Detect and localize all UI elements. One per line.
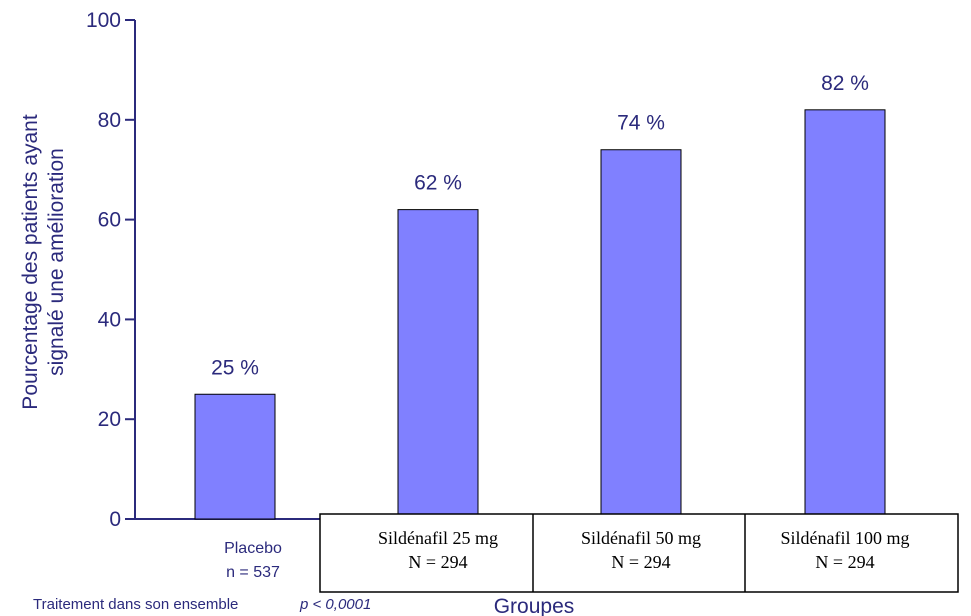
bar — [194, 393, 276, 520]
y-tick-label: 20 — [98, 408, 121, 431]
category-n-label: N = 294 — [815, 552, 874, 572]
category-table-border — [319, 513, 959, 593]
category-n-label: n = 537 — [226, 564, 280, 581]
category-label: Sildénafil 50 mg — [581, 528, 701, 548]
category-n-label: N = 294 — [408, 552, 467, 572]
y-tick-label: 100 — [86, 9, 121, 32]
y-tick-label: 80 — [98, 109, 121, 132]
category-label: Sildénafil 25 mg — [378, 528, 498, 548]
bars — [194, 109, 886, 520]
y-tick-label: 60 — [98, 209, 121, 232]
category-n-label: N = 294 — [611, 552, 670, 572]
footnote-text: Traitement dans son ensemble — [33, 596, 238, 613]
y-tick-label: 40 — [98, 308, 121, 331]
x-axis-title: Groupes — [494, 595, 575, 616]
value-labels: 25 % 62 % 74 % 82 % — [211, 72, 869, 379]
category-table — [319, 513, 959, 593]
footnote-p-value: p < 0,0001 — [299, 596, 371, 613]
bar-value-label: 74 % — [617, 112, 665, 135]
bar-value-label: 25 % — [211, 356, 259, 379]
category-label: Placebo — [224, 540, 282, 557]
category-labels: Placebo n = 537 Sildénafil 25 mg N = 294 Sil… — [224, 528, 909, 581]
bar — [600, 149, 682, 520]
category-label: Sildénafil 100 mg — [781, 528, 910, 548]
bar — [397, 209, 479, 520]
bar — [804, 109, 886, 520]
y-axis-ticks: 0 20 40 60 80 100 — [86, 9, 135, 531]
bar-value-label: 82 % — [821, 72, 869, 95]
bar-value-label: 62 % — [414, 172, 462, 195]
y-tick-label: 0 — [109, 508, 121, 531]
y-axis-title-line-1: Pourcentage des patients ayant — [19, 114, 42, 410]
y-axis-title-line-2: signalé une amélioration — [45, 148, 68, 376]
